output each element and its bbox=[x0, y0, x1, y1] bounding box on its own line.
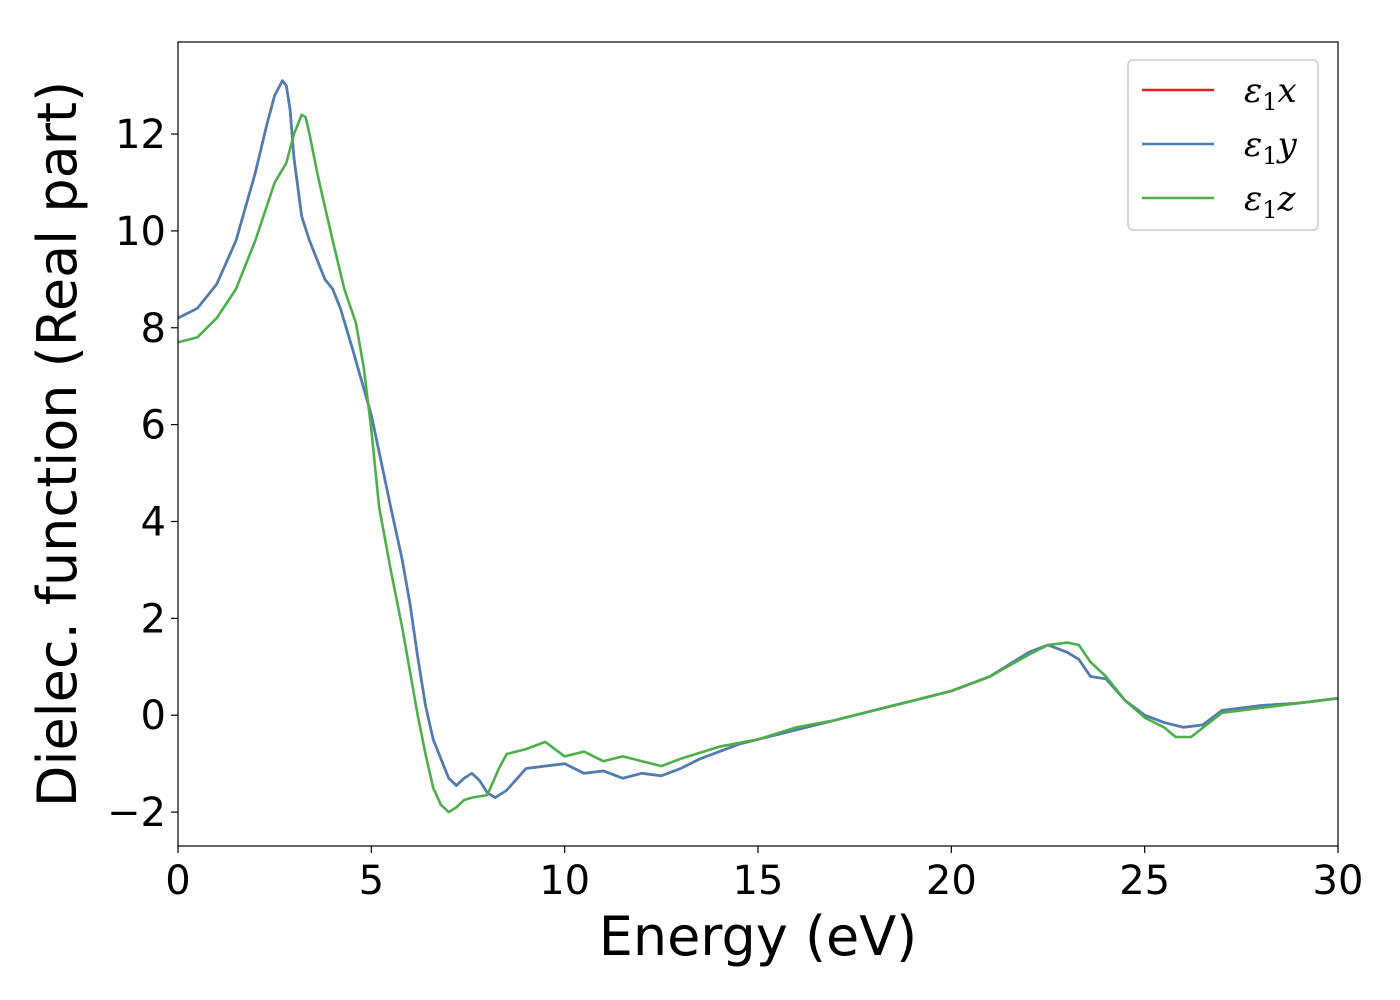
y-tick-label: 6 bbox=[141, 403, 166, 449]
legend-label-x: ε1x bbox=[1244, 71, 1297, 116]
y-axis-ticks: −2 0 2 4 6 8 10 12 bbox=[107, 112, 178, 836]
legend-component: z bbox=[1277, 179, 1297, 219]
x-axis-label: Energy (eV) bbox=[599, 905, 918, 968]
y-tick-label: 0 bbox=[141, 693, 166, 739]
legend-component: x bbox=[1278, 71, 1297, 111]
legend-symbol: ε bbox=[1244, 125, 1262, 165]
legend-box bbox=[1127, 59, 1319, 231]
y-tick-label: 2 bbox=[141, 596, 166, 642]
x-axis-ticks: 0 5 10 15 20 25 30 bbox=[165, 846, 1363, 904]
y-tick-label: 10 bbox=[115, 209, 166, 255]
series-line-z bbox=[178, 113, 1338, 814]
legend-subscript: 1 bbox=[1262, 88, 1277, 116]
series-layer bbox=[178, 79, 1338, 814]
legend-label-z: ε1z bbox=[1244, 179, 1297, 224]
legend-subscript: 1 bbox=[1262, 196, 1277, 224]
legend-component: y bbox=[1276, 125, 1298, 165]
y-tick-label: 4 bbox=[141, 499, 166, 545]
x-tick-label: 20 bbox=[926, 858, 977, 904]
x-tick-label: 15 bbox=[733, 858, 784, 904]
x-tick-label: 10 bbox=[539, 858, 590, 904]
y-axis-label: Dielec. function (Real part) bbox=[26, 81, 89, 807]
x-tick-label: 25 bbox=[1119, 858, 1170, 904]
series-line-y bbox=[178, 79, 1338, 799]
x-tick-label: 0 bbox=[165, 858, 190, 904]
legend-label-y: ε1y bbox=[1244, 125, 1298, 170]
y-tick-label: 12 bbox=[115, 112, 166, 158]
legend-symbol: ε bbox=[1244, 179, 1262, 219]
x-tick-label: 30 bbox=[1313, 858, 1364, 904]
y-tick-label: −2 bbox=[107, 790, 166, 836]
x-tick-label: 5 bbox=[359, 858, 384, 904]
y-tick-label: 8 bbox=[141, 306, 166, 352]
legend-subscript: 1 bbox=[1262, 142, 1277, 170]
legend-symbol: ε bbox=[1244, 71, 1262, 111]
